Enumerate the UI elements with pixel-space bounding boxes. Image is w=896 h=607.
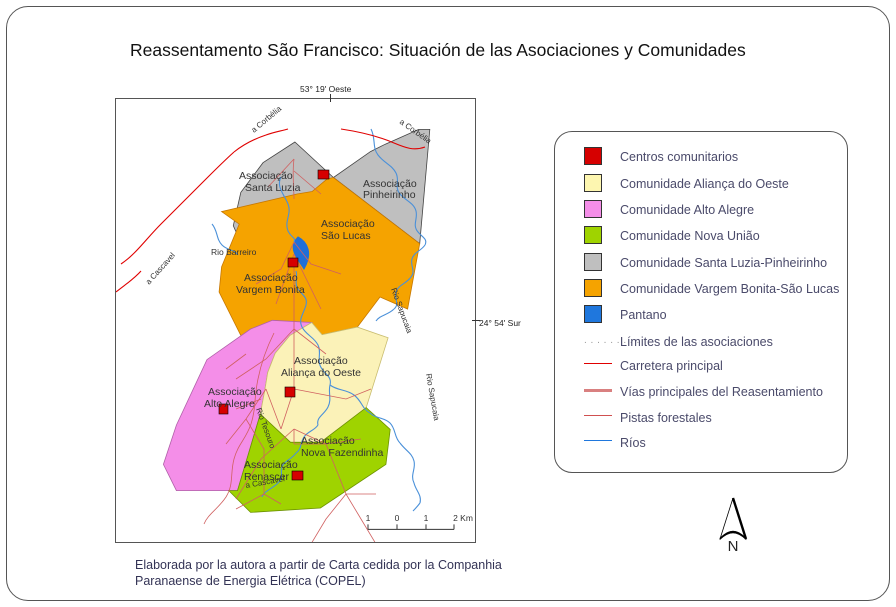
svg-text:Associação: Associação	[321, 218, 375, 230]
svg-text:Pinheirinho: Pinheirinho	[363, 189, 416, 201]
svg-text:Associação: Associação	[239, 170, 293, 182]
svg-text:N: N	[728, 538, 739, 553]
svg-text:Rio Barreiro: Rio Barreiro	[211, 247, 257, 257]
svg-text:Associação: Associação	[244, 272, 298, 284]
svg-text:0: 0	[395, 513, 400, 523]
svg-text:Alto Alegre: Alto Alegre	[204, 398, 255, 410]
svg-text:Associação: Associação	[301, 435, 355, 447]
svg-text:Associação: Associação	[294, 355, 348, 367]
svg-text:1: 1	[424, 513, 429, 523]
svg-text:a Corbélia: a Corbélia	[250, 104, 284, 135]
svg-text:Rio Sapucaia: Rio Sapucaia	[424, 373, 441, 422]
svg-text:São Lucas: São Lucas	[321, 230, 371, 242]
svg-text:Santa Luzia: Santa Luzia	[245, 182, 301, 194]
svg-text:Vargem Bonita: Vargem Bonita	[236, 284, 305, 296]
svg-text:2 Km: 2 Km	[453, 513, 473, 523]
svg-text:Nova Fazendinha: Nova Fazendinha	[301, 447, 383, 459]
svg-text:a Cascavel: a Cascavel	[144, 251, 177, 287]
svg-text:Associação: Associação	[208, 386, 262, 398]
svg-text:1: 1	[366, 513, 371, 523]
svg-text:Associação: Associação	[244, 459, 298, 471]
svg-text:Aliança do Oeste: Aliança do Oeste	[281, 367, 361, 379]
